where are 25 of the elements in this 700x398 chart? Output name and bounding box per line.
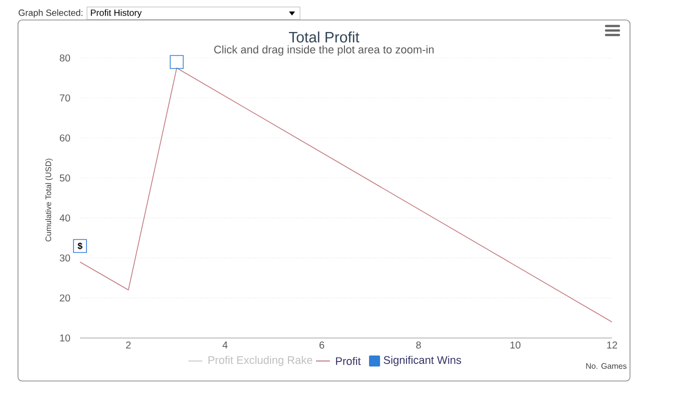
chart-subtitle: Click and drag inside the plot area to zoom-in — [214, 45, 434, 56]
annotation: $ — [78, 242, 82, 250]
legend-label: Significant Wins — [384, 356, 462, 366]
y-tick-label: 20 — [60, 294, 70, 302]
y-tick-label: 70 — [60, 94, 70, 102]
x-tick-label: 6 — [320, 342, 324, 349]
y-tick-label: 80 — [60, 54, 70, 62]
y-tick-label: 60 — [60, 134, 70, 142]
legend-label: Profit — [336, 356, 361, 366]
line-series — [80, 68, 612, 322]
y-tick-label: 40 — [60, 214, 70, 222]
y-tick-label: 50 — [60, 174, 70, 182]
y-tick-label: 10 — [60, 334, 70, 342]
x-tick-label: 4 — [222, 342, 228, 348]
x-tick-label: 12 — [607, 342, 618, 348]
chart-title: Total Profit — [288, 31, 360, 42]
text: Profit History — [90, 9, 142, 18]
y-axis-title: Cumulative Total (USD) — [45, 158, 53, 242]
x-tick-label: 8 — [416, 342, 421, 349]
x-tick-label: 10 — [510, 342, 520, 349]
text: Graph Selected: — [18, 9, 82, 18]
x-axis-title: No. Games — [586, 363, 627, 369]
legend-label: Profit Excluding Rake — [208, 356, 312, 366]
y-tick-label: 30 — [60, 254, 70, 262]
x-tick-label: 2 — [126, 342, 131, 348]
